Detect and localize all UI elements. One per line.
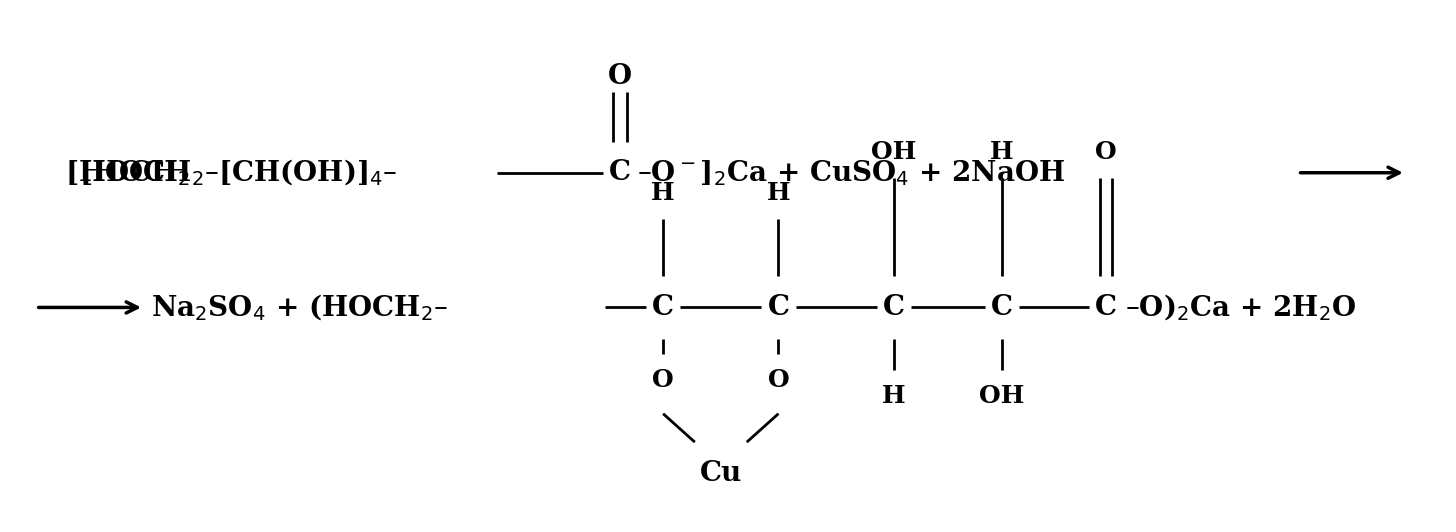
Text: H: H (651, 181, 676, 205)
Text: OH: OH (980, 384, 1025, 408)
Text: O: O (607, 63, 632, 90)
Text: –O)$_2$Ca + 2H$_2$O: –O)$_2$Ca + 2H$_2$O (1124, 292, 1356, 323)
Text: Na$_2$SO$_4$ + (HOCH$_2$–: Na$_2$SO$_4$ + (HOCH$_2$– (151, 292, 448, 323)
Text: O: O (1095, 140, 1117, 164)
Text: C: C (882, 294, 904, 321)
Text: H: H (767, 181, 791, 205)
Text: C: C (992, 294, 1013, 321)
Text: H: H (990, 140, 1013, 164)
Text: O: O (767, 368, 789, 392)
Text: [HOCH$_2$–[CH(OH)]$_4$–: [HOCH$_2$–[CH(OH)]$_4$– (79, 157, 397, 188)
Text: C: C (652, 294, 674, 321)
Text: OH: OH (871, 140, 916, 164)
Text: H: H (882, 384, 906, 408)
Text: Cu: Cu (699, 460, 743, 487)
Text: O: O (652, 368, 674, 392)
Text: C: C (609, 159, 630, 186)
Text: –O$^-$]$_2$Ca + CuSO$_4$ + 2NaOH: –O$^-$]$_2$Ca + CuSO$_4$ + 2NaOH (638, 158, 1066, 188)
Text: C: C (1095, 294, 1117, 321)
Text: C: C (767, 294, 789, 321)
Text: [HOCH$_2$: [HOCH$_2$ (64, 158, 189, 188)
